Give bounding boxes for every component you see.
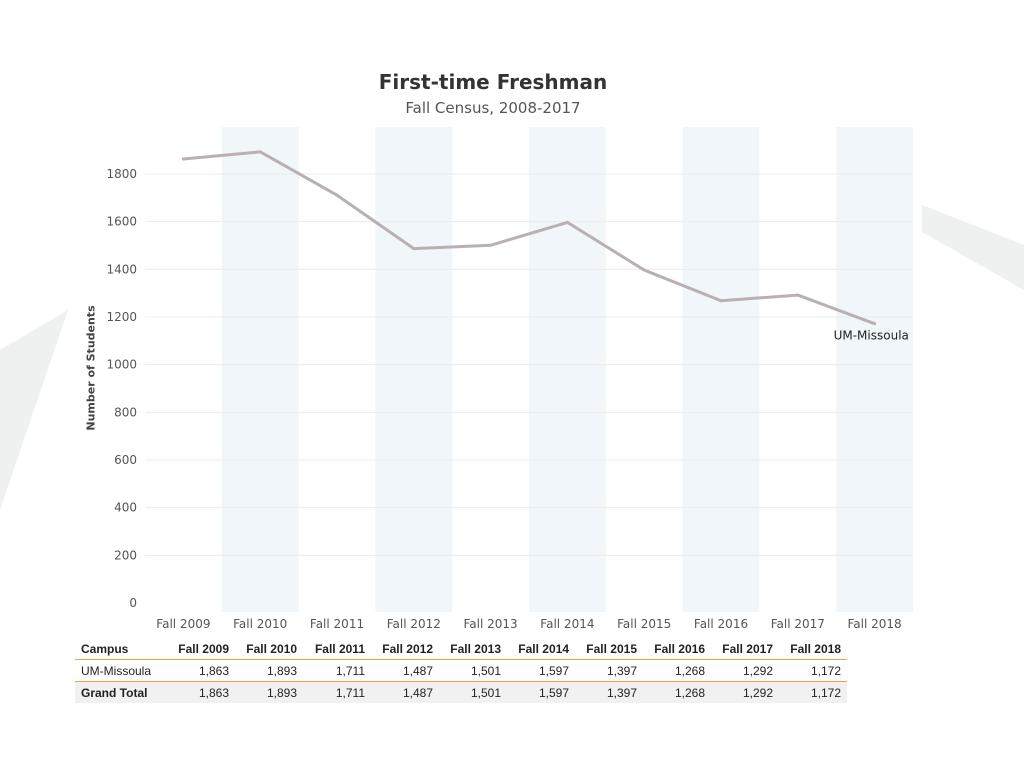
table-cell: 1,711 bbox=[303, 681, 371, 703]
table-cell: 1,597 bbox=[507, 681, 575, 703]
table-cell: 1,292 bbox=[711, 659, 779, 682]
table-header-row: Campus Fall 2009 Fall 2010 Fall 2011 Fall 2… bbox=[75, 638, 847, 660]
table-cell: 1,268 bbox=[643, 681, 711, 703]
data-point bbox=[258, 150, 262, 154]
data-point bbox=[489, 243, 493, 247]
data-point bbox=[565, 220, 569, 224]
column-band bbox=[375, 127, 453, 612]
data-point bbox=[181, 157, 185, 161]
table-row-label: UM-Missoula bbox=[75, 659, 167, 682]
table-row: UM-Missoula 1,863 1,893 1,711 1,487 1,501 1,59… bbox=[75, 659, 847, 682]
table-column-header: Fall 2014 bbox=[507, 638, 575, 660]
table-cell: 1,397 bbox=[575, 659, 643, 682]
x-tick-label: Fall 2015 bbox=[617, 617, 671, 631]
x-tick-label: Fall 2016 bbox=[694, 617, 748, 631]
data-point bbox=[873, 322, 877, 326]
y-tick-label: 200 bbox=[114, 548, 137, 562]
x-tick-label: Fall 2017 bbox=[771, 617, 825, 631]
x-tick-label: Fall 2009 bbox=[156, 617, 210, 631]
y-tick-label: 1400 bbox=[106, 262, 137, 276]
table-column-header: Fall 2011 bbox=[303, 638, 371, 660]
table-header-campus: Campus bbox=[75, 638, 167, 660]
table-column-header: Fall 2012 bbox=[371, 638, 439, 660]
data-point bbox=[642, 268, 646, 272]
table-cell: 1,893 bbox=[235, 659, 303, 682]
table-column-header: Fall 2018 bbox=[779, 638, 847, 660]
x-tick-label: Fall 2014 bbox=[540, 617, 594, 631]
x-tick-label: Fall 2012 bbox=[387, 617, 441, 631]
series-line bbox=[181, 150, 877, 326]
y-tick-label: 400 bbox=[114, 501, 137, 515]
y-tick-label: 1200 bbox=[106, 310, 137, 324]
column-band bbox=[836, 127, 913, 612]
table-cell: 1,863 bbox=[167, 681, 235, 703]
table-cell: 1,172 bbox=[779, 681, 847, 703]
y-tick-label: 1000 bbox=[106, 358, 137, 372]
y-axis-label: Number of Students bbox=[84, 305, 98, 431]
table-cell: 1,863 bbox=[167, 659, 235, 682]
table-body: UM-Missoula 1,863 1,893 1,711 1,487 1,501 1,59… bbox=[75, 659, 847, 703]
data-point bbox=[796, 293, 800, 297]
x-tick-label: Fall 2010 bbox=[233, 617, 287, 631]
table-cell: 1,597 bbox=[507, 659, 575, 682]
background-shape-left bbox=[0, 310, 68, 510]
chart-title: First-time Freshman bbox=[378, 70, 608, 94]
table-column-header: Fall 2016 bbox=[643, 638, 711, 660]
data-point bbox=[335, 193, 339, 197]
table-column-header: Fall 2013 bbox=[439, 638, 507, 660]
x-tick-label: Fall 2011 bbox=[310, 617, 364, 631]
table-cell: 1,397 bbox=[575, 681, 643, 703]
x-tick-label: Fall 2013 bbox=[464, 617, 518, 631]
table-column-header: Fall 2009 bbox=[167, 638, 235, 660]
column-band bbox=[529, 127, 606, 612]
column-band bbox=[221, 127, 299, 612]
table-column-header: Fall 2010 bbox=[235, 638, 303, 660]
column-band bbox=[682, 127, 760, 612]
x-tick-label: Fall 2018 bbox=[848, 617, 902, 631]
table-cell: 1,501 bbox=[439, 659, 507, 682]
series-label: UM-Missoula bbox=[834, 329, 909, 343]
table-row-label: Grand Total bbox=[75, 681, 167, 703]
table-cell: 1,893 bbox=[235, 681, 303, 703]
table-cell: 1,292 bbox=[711, 681, 779, 703]
y-tick-label: 0 bbox=[129, 596, 137, 610]
table-column-header: Fall 2017 bbox=[711, 638, 779, 660]
chart-subtitle: Fall Census, 2008-2017 bbox=[405, 99, 581, 117]
y-tick-label: 1600 bbox=[106, 215, 137, 229]
table-cell: 1,501 bbox=[439, 681, 507, 703]
table-row: Grand Total 1,863 1,893 1,711 1,487 1,501 1,59… bbox=[75, 681, 847, 703]
data-point bbox=[719, 299, 723, 303]
table-cell: 1,487 bbox=[371, 659, 439, 682]
y-tick-label: 800 bbox=[114, 405, 137, 419]
data-point bbox=[412, 247, 416, 251]
table-column-header: Fall 2015 bbox=[575, 638, 643, 660]
table-cell: 1,711 bbox=[303, 659, 371, 682]
data-table: Campus Fall 2009 Fall 2010 Fall 2011 Fall 2… bbox=[75, 638, 847, 703]
line-chart: 0 200 400 600 800 1000 1200 1400 1600 1800 Fall 20… bbox=[106, 127, 913, 631]
table-cell: 1,172 bbox=[779, 659, 847, 682]
table-cell: 1,487 bbox=[371, 681, 439, 703]
background-shape-right bbox=[922, 205, 1024, 290]
y-tick-label: 1800 bbox=[106, 167, 137, 181]
y-tick-label: 600 bbox=[114, 453, 137, 467]
table-cell: 1,268 bbox=[643, 659, 711, 682]
